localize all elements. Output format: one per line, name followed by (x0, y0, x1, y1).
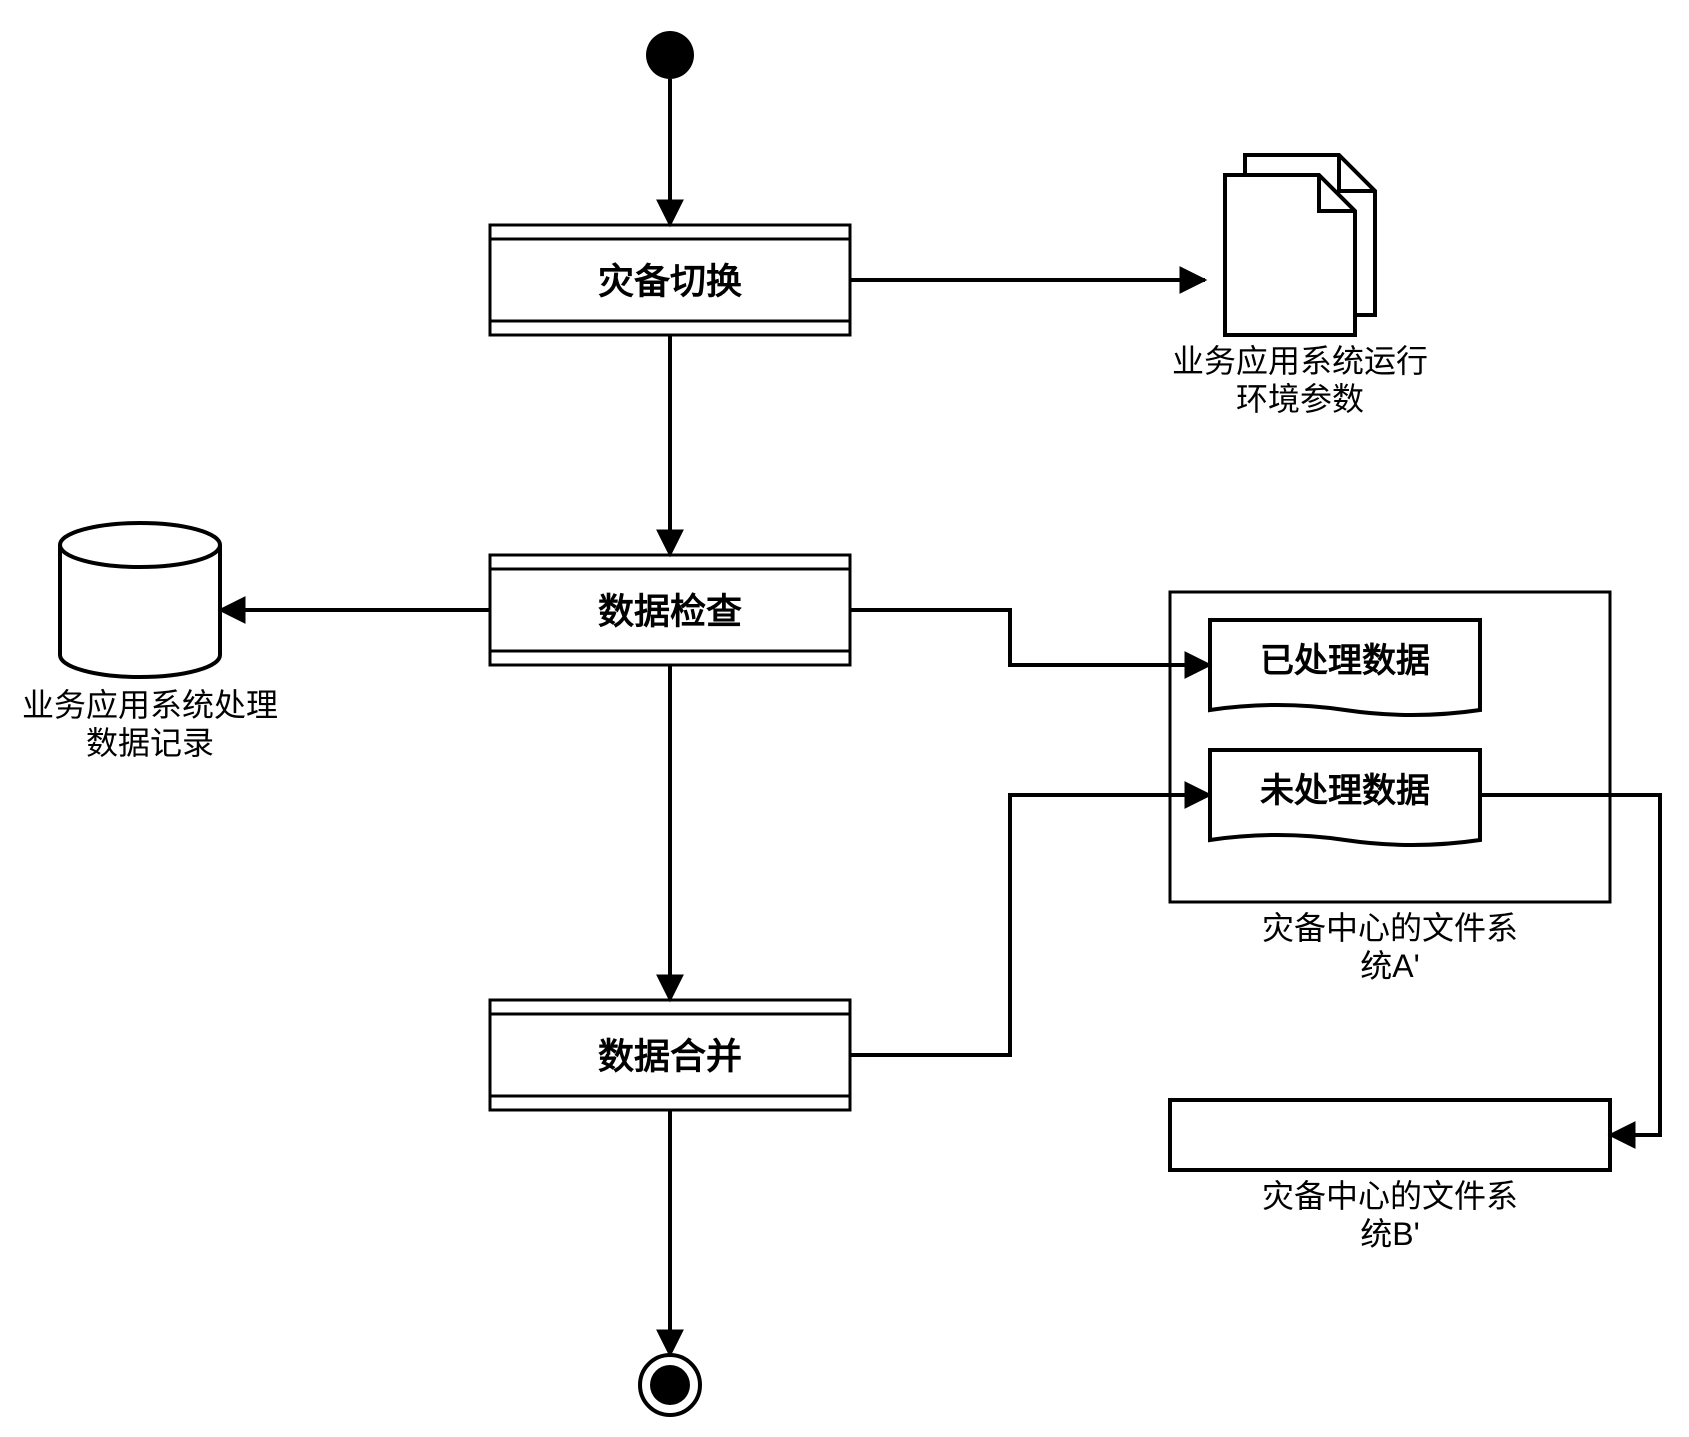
note-label: 未处理数据 (1260, 772, 1430, 810)
edge-a3-fsA-note2 (850, 795, 1210, 1055)
activity-a1: 灾备切换 (490, 225, 850, 335)
activity-label: 数据检查 (598, 591, 742, 632)
start-node (646, 31, 694, 79)
filesystem-a-frame: 已处理数据未处理数据灾备中心的文件系统A' (1170, 592, 1610, 984)
activity-a3: 数据合并 (490, 1000, 850, 1110)
note-fsA-0: 已处理数据 (1210, 620, 1480, 715)
documents-caption: 业务应用系统运行 (1172, 343, 1428, 379)
database-caption: 数据记录 (86, 725, 214, 761)
database-caption: 业务应用系统处理 (22, 687, 278, 723)
activity-label: 数据合并 (598, 1036, 742, 1077)
end-node (640, 1355, 700, 1415)
activity-label: 灾备切换 (598, 261, 742, 302)
filesystem-b-frame: 灾备中心的文件系统B' (1170, 1100, 1610, 1252)
note-fsA-1: 未处理数据 (1210, 750, 1480, 845)
edge-fsA-note2-fsB (1480, 795, 1660, 1135)
documents-caption: 环境参数 (1236, 381, 1364, 417)
note-label: 已处理数据 (1260, 642, 1430, 680)
filesystem-b-caption: 灾备中心的文件系 (1262, 1178, 1518, 1214)
activity-a2: 数据检查 (490, 555, 850, 665)
filesystem-b-caption: 统B' (1360, 1216, 1419, 1252)
filesystem-a-caption: 统A' (1360, 948, 1419, 984)
database-icon: 业务应用系统处理数据记录 (22, 523, 278, 761)
edge-a2-fsA-note1 (850, 610, 1210, 665)
filesystem-a-caption: 灾备中心的文件系 (1262, 910, 1518, 946)
documents-icon: 业务应用系统运行环境参数 (1172, 155, 1428, 417)
